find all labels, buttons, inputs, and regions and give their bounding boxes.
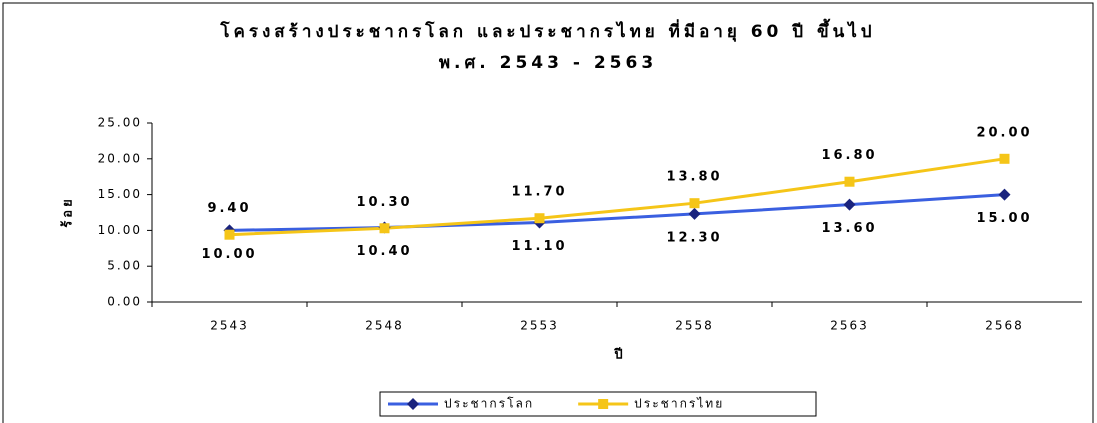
y-tick-label: 5.00 xyxy=(107,259,142,273)
x-tick-label: 2553 xyxy=(520,319,559,333)
chart-subtitle: พ.ศ. 2543 - 2563 xyxy=(439,53,657,73)
data-label: 20.00 xyxy=(976,125,1032,140)
x-tick-label: 2563 xyxy=(830,319,869,333)
x-tick-label: 2568 xyxy=(985,319,1024,333)
point xyxy=(689,198,700,209)
point xyxy=(998,188,1011,201)
point xyxy=(688,207,701,220)
x-tick-label: 2548 xyxy=(365,319,404,333)
data-label: 13.80 xyxy=(666,170,722,185)
series-line xyxy=(229,157,1005,237)
y-tick-label: 0.00 xyxy=(107,295,142,309)
data-label: 9.40 xyxy=(207,201,251,216)
y-axis-label: ร้อย xyxy=(60,196,76,227)
legend-label: ประชากรไทย xyxy=(634,397,724,411)
data-label: 10.30 xyxy=(356,195,412,210)
data-label: 13.60 xyxy=(821,221,877,236)
x-tick-label: 2558 xyxy=(675,319,714,333)
data-label: 10.00 xyxy=(201,247,257,262)
y-tick-label: 15.00 xyxy=(98,187,142,201)
point xyxy=(379,223,390,234)
point xyxy=(407,398,419,410)
point xyxy=(598,399,609,409)
legend-label: ประชากรโลก xyxy=(444,397,534,411)
point xyxy=(999,153,1010,164)
point xyxy=(534,213,545,224)
data-label: 11.70 xyxy=(511,185,567,200)
y-tick-label: 10.00 xyxy=(98,223,142,237)
x-tick-label: 2543 xyxy=(210,319,249,333)
y-tick-label: 20.00 xyxy=(98,151,142,165)
point xyxy=(844,176,855,187)
data-label: 10.40 xyxy=(356,244,412,259)
data-label: 11.10 xyxy=(511,239,567,254)
point xyxy=(843,198,856,211)
y-tick-label: 25.00 xyxy=(98,116,142,130)
x-axis-label: ปี xyxy=(613,347,625,363)
chart-title: โครงสร้างประชากรโลก และประชากรไทย ที่มีอ… xyxy=(219,18,875,42)
point xyxy=(224,229,235,240)
data-label: 12.30 xyxy=(666,230,722,245)
data-label: 16.80 xyxy=(821,148,877,163)
data-label: 15.00 xyxy=(976,211,1032,226)
